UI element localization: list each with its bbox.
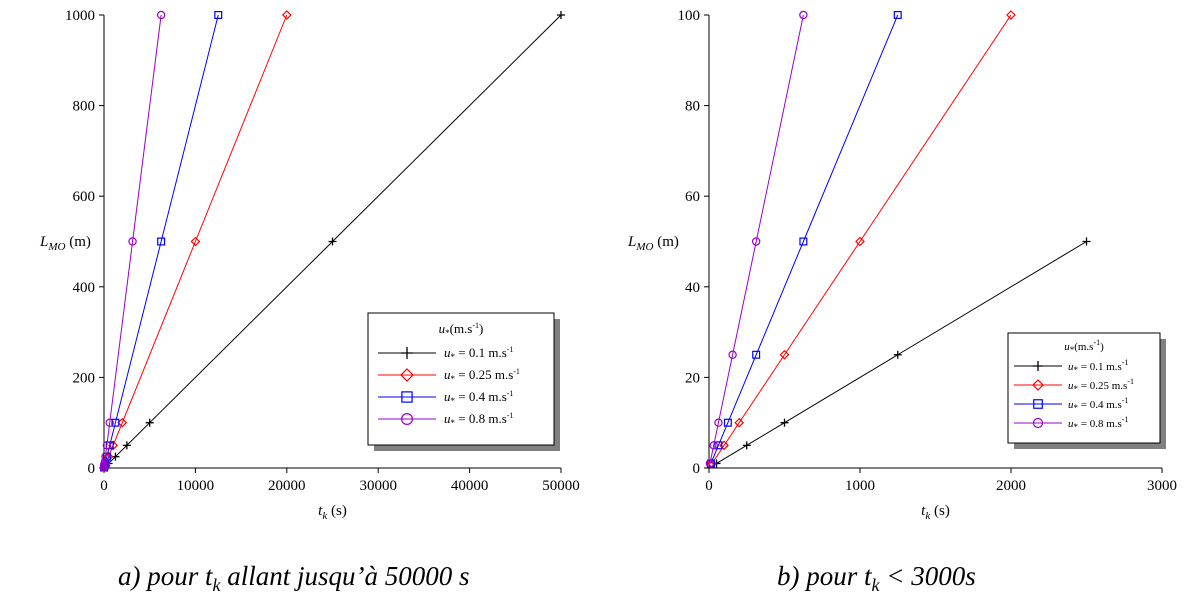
legend-entry-label: u* = 0.8 m.s-1 [444, 411, 513, 428]
data-point [893, 350, 902, 359]
legend-title: u*(m.s-1) [439, 321, 484, 338]
data-point [101, 452, 110, 461]
legend: u*(m.s-1) u* = 0.1 m.s-1 u* = 0.25 m.s-1 u*… [367, 312, 560, 451]
data-point [190, 236, 201, 247]
data-point [799, 10, 808, 20]
y-tick-label: 80 [685, 99, 700, 115]
legend-entry-label: u* = 0.4 m.s-1 [444, 389, 513, 406]
series-square [100, 11, 223, 472]
data-point [105, 441, 114, 450]
panel-caption: b) pour tk < 3000s [777, 561, 976, 595]
data-point [734, 417, 745, 428]
data-point [557, 11, 565, 19]
series-square [706, 11, 902, 468]
legend-box [367, 312, 555, 446]
legend-title: u*(m.s-1) [1064, 338, 1104, 355]
legend-marker [400, 368, 414, 382]
data-point [145, 418, 154, 427]
legend-marker [401, 413, 414, 426]
data-point [1006, 10, 1016, 20]
legend-marker [1033, 399, 1043, 409]
x-tick-label: 10000 [177, 478, 215, 494]
x-tick-label: 2000 [996, 478, 1026, 494]
data-point [779, 349, 790, 360]
series-circle [99, 10, 166, 472]
panel-caption: a) pour tk allant jusqu’à 50000 s [118, 561, 470, 595]
data-point [328, 237, 337, 246]
y-tick-label: 100 [678, 8, 701, 24]
y-tick-label: 60 [685, 189, 700, 205]
series-line [103, 14, 162, 468]
x-tick-label: 20000 [268, 478, 306, 494]
data-point [105, 418, 114, 427]
y-tick-label: 40 [685, 280, 700, 296]
x-tick-label: 30000 [359, 478, 397, 494]
legend-entry-label: u* = 0.1 m.s-1 [1068, 358, 1128, 375]
data-point [855, 236, 865, 247]
data-point [111, 418, 120, 427]
legend-entry-label: u* = 0.25 m.s-1 [1068, 377, 1134, 394]
y-tick-label: 800 [73, 99, 96, 115]
data-point [281, 10, 292, 20]
legend-marker [1033, 361, 1043, 371]
data-point [705, 459, 715, 468]
y-tick-label: 0 [693, 461, 701, 477]
x-tick-label: 3000 [1147, 478, 1177, 494]
data-point [723, 418, 732, 427]
data-point [122, 441, 131, 450]
y-tick-label: 600 [73, 189, 96, 205]
data-point [157, 237, 166, 246]
data-point [102, 441, 112, 450]
legend-entry-label: u* = 0.25 m.s-1 [444, 367, 520, 384]
x-tick-label: 50000 [542, 478, 580, 494]
legend-marker [401, 347, 413, 359]
data-point [893, 11, 902, 20]
y-tick-label: 0 [88, 461, 96, 477]
data-point [214, 11, 223, 20]
series-circle [705, 10, 808, 468]
data-point [709, 441, 718, 450]
x-axis-label: tk (s) [921, 503, 950, 522]
series-line [103, 14, 219, 468]
legend-marker [1032, 379, 1044, 391]
y-tick-label: 200 [73, 370, 96, 386]
y-axis-label: LMO (m) [627, 234, 679, 253]
data-point [780, 418, 789, 427]
data-point [728, 350, 737, 359]
x-tick-label: 1000 [845, 478, 875, 494]
data-point [752, 350, 761, 359]
y-tick-label: 1000 [65, 8, 95, 24]
x-tick-label: 40000 [451, 478, 489, 494]
legend-marker [401, 391, 413, 403]
data-point [117, 417, 128, 428]
y-axis-label: LMO (m) [39, 234, 91, 253]
legend-entry-label: u* = 0.4 m.s-1 [1068, 396, 1128, 413]
data-point [1082, 237, 1091, 246]
legend-entry-label: u* = 0.1 m.s-1 [444, 345, 513, 362]
data-point [799, 237, 808, 246]
x-tick-label: 0 [100, 478, 108, 494]
series-line [103, 14, 288, 468]
data-point [714, 441, 723, 450]
y-tick-label: 400 [73, 280, 96, 296]
y-tick-label: 20 [685, 370, 700, 386]
x-axis-label: tk (s) [318, 503, 347, 522]
legend-marker [1032, 417, 1044, 429]
legend-entry-label: u* = 0.8 m.s-1 [1068, 415, 1128, 432]
data-point [742, 441, 751, 450]
legend: u*(m.s-1) u* = 0.1 m.s-1 u* = 0.25 m.s-1 u*… [1007, 332, 1166, 449]
data-point [714, 418, 723, 427]
x-tick-label: 0 [705, 478, 713, 494]
data-point [156, 10, 166, 20]
data-point [751, 237, 761, 246]
data-point [128, 237, 137, 246]
series-line [710, 14, 899, 464]
